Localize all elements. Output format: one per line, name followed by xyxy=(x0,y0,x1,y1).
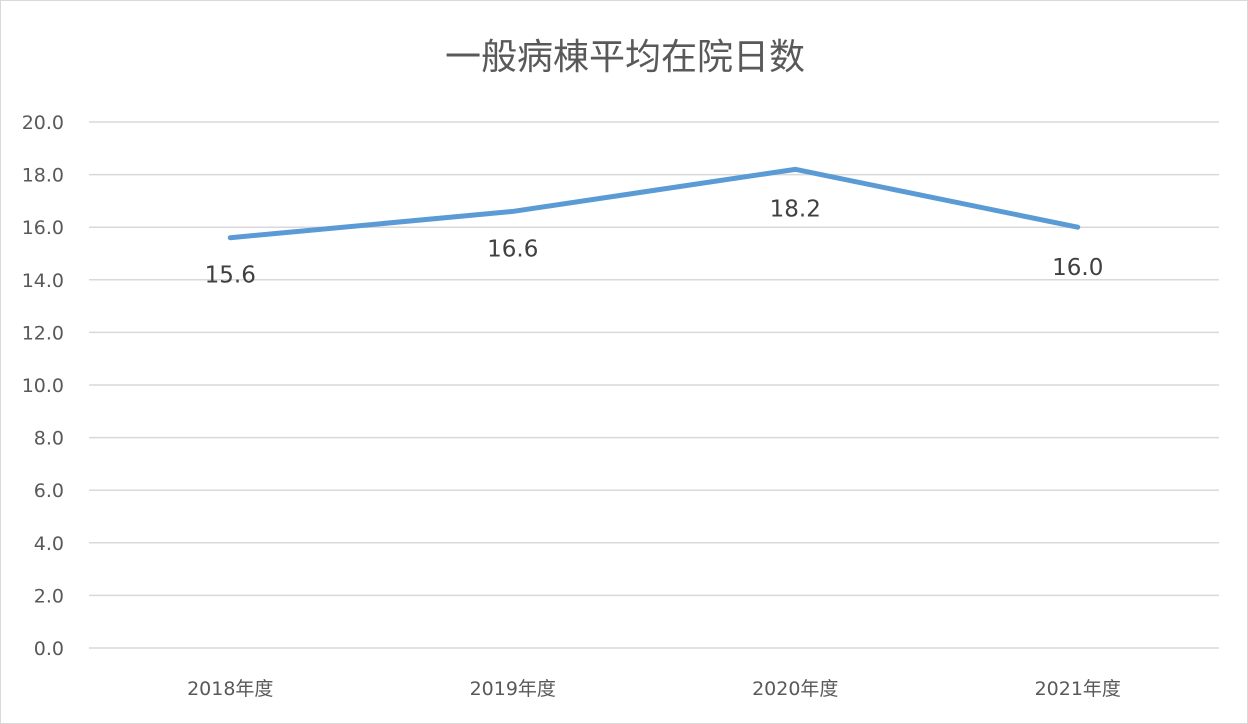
y-axis-tick-labels: 0.0 2.0 4.0 6.0 8.0 10.0 12.0 14.0 16.0 18.0 20.0 xyxy=(22,112,64,660)
y-tick-label: 2.0 xyxy=(34,585,64,607)
y-tick-label: 12.0 xyxy=(22,322,64,344)
grid-lines xyxy=(89,121,1219,649)
y-tick-label: 4.0 xyxy=(34,533,64,555)
y-tick-label: 18.0 xyxy=(22,165,64,187)
y-tick-label: 20.0 xyxy=(22,112,64,134)
x-tick-label: 2018年度 xyxy=(187,678,273,700)
data-label: 18.2 xyxy=(770,196,821,222)
x-tick-label: 2019年度 xyxy=(470,678,556,700)
data-label: 16.6 xyxy=(487,236,538,262)
data-label: 15.6 xyxy=(205,263,256,289)
x-tick-label: 2021年度 xyxy=(1035,678,1121,700)
y-tick-label: 14.0 xyxy=(22,270,64,292)
y-tick-label: 6.0 xyxy=(34,480,64,502)
y-tick-label: 10.0 xyxy=(22,375,64,397)
x-axis-tick-labels: 2018年度 2019年度 2020年度 2021年度 xyxy=(187,678,1121,700)
data-labels: 15.6 16.6 18.2 16.0 xyxy=(205,196,1104,288)
y-tick-label: 8.0 xyxy=(34,428,64,450)
y-tick-label: 0.0 xyxy=(34,638,64,660)
chart-title: 一般病棟平均在院日数 xyxy=(445,37,805,78)
y-tick-label: 16.0 xyxy=(22,217,64,239)
data-label: 16.0 xyxy=(1052,255,1103,281)
x-tick-label: 2020年度 xyxy=(752,678,838,700)
series-layer xyxy=(227,166,1081,241)
series-line xyxy=(227,166,1081,241)
